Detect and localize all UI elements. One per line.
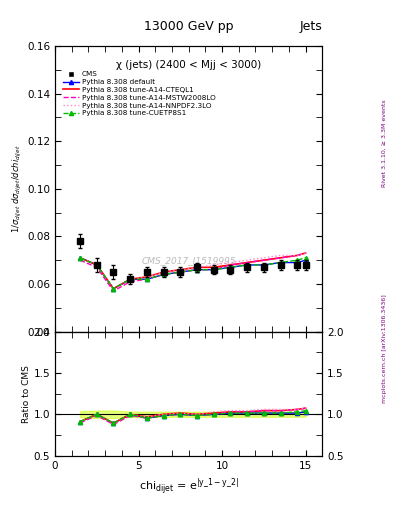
Y-axis label: $1/\sigma_{dijet}\ d\sigma_{dijet}/dchi_{dijet}$: $1/\sigma_{dijet}\ d\sigma_{dijet}/dchi_… bbox=[11, 144, 24, 233]
Text: mcplots.cern.ch [arXiv:1306.3436]: mcplots.cern.ch [arXiv:1306.3436] bbox=[382, 294, 387, 402]
Y-axis label: Ratio to CMS: Ratio to CMS bbox=[22, 365, 31, 422]
Text: CMS_2017_I1519995: CMS_2017_I1519995 bbox=[141, 255, 236, 265]
Text: Rivet 3.1.10, ≥ 3.3M events: Rivet 3.1.10, ≥ 3.3M events bbox=[382, 99, 387, 187]
Legend: CMS, Pythia 8.308 default, Pythia 8.308 tune-A14-CTEQL1, Pythia 8.308 tune-A14-M: CMS, Pythia 8.308 default, Pythia 8.308 … bbox=[61, 70, 217, 118]
Text: χ (jets) (2400 < Mjj < 3000): χ (jets) (2400 < Mjj < 3000) bbox=[116, 60, 261, 70]
Text: Jets: Jets bbox=[299, 20, 322, 33]
Text: 13000 GeV pp: 13000 GeV pp bbox=[144, 20, 233, 33]
X-axis label: chi$_\mathregular{dijet}$ = e$^{\mathregular{|y\_1-y\_2|}}$: chi$_\mathregular{dijet}$ = e$^{\mathreg… bbox=[139, 476, 239, 497]
